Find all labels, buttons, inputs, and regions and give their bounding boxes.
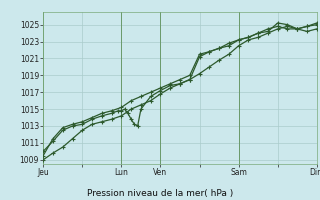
Text: Pression niveau de la mer( hPa ): Pression niveau de la mer( hPa ) (87, 189, 233, 198)
